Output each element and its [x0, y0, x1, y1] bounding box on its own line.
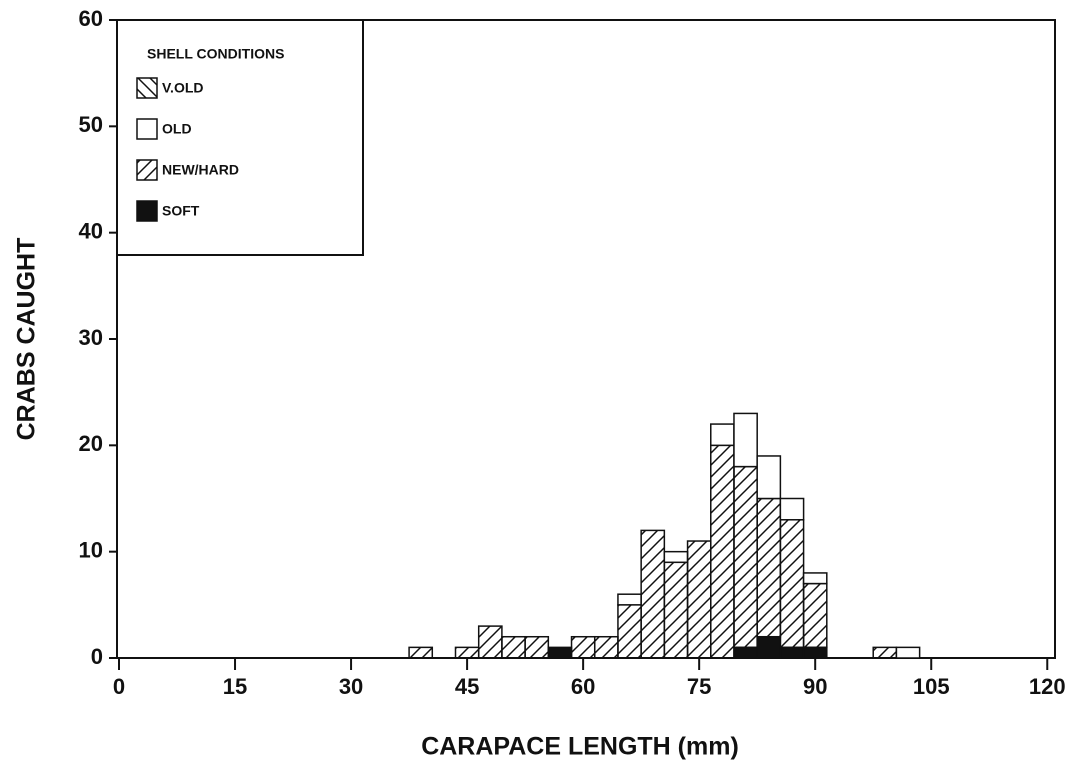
- legend-swatch: [136, 159, 158, 181]
- bar-segment: [617, 604, 642, 659]
- bar-segment: [686, 540, 712, 659]
- bar-segment: [756, 455, 782, 500]
- x-axis-label: CARAPACE LENGTH (mm): [421, 733, 739, 761]
- legend-title: SHELL CONDITIONS: [147, 46, 284, 62]
- bar-segment: [593, 635, 619, 659]
- bar-segment: [547, 646, 573, 659]
- x-tick-label: 45: [455, 674, 479, 699]
- legend-label: SOFT: [162, 203, 200, 219]
- bar-segment: [663, 550, 689, 564]
- bar-segment: [756, 635, 782, 659]
- y-tick-label: 20: [79, 431, 103, 456]
- y-tick-label: 0: [91, 644, 103, 669]
- x-tick-label: 120: [1029, 674, 1066, 699]
- legend-box: [116, 19, 364, 256]
- bar-segment: [802, 582, 828, 649]
- legend-swatch: [136, 200, 158, 222]
- bar-segment: [779, 497, 805, 521]
- x-tick-label: 90: [803, 674, 827, 699]
- bar-segment: [663, 561, 689, 659]
- legend-swatch: [136, 77, 158, 99]
- x-tick-label: 15: [223, 674, 247, 699]
- legend-label: V.OLD: [162, 80, 204, 96]
- bar-segment: [640, 529, 666, 659]
- bar-segment: [733, 465, 758, 649]
- bar-segment: [802, 572, 828, 585]
- x-tick-label: 60: [571, 674, 595, 699]
- bar-segment: [872, 646, 898, 659]
- bar-segment: [779, 646, 805, 659]
- bar-segment: [524, 635, 550, 659]
- y-tick-label: 50: [79, 112, 103, 137]
- bar-segment: [570, 635, 596, 659]
- x-tick-label: 105: [913, 674, 950, 699]
- bar-segment: [408, 646, 434, 659]
- bar-segment: [710, 444, 735, 659]
- bar-segment: [895, 646, 921, 659]
- bar-segment: [756, 497, 782, 638]
- legend-swatch: [136, 118, 158, 140]
- bar-segment: [733, 412, 758, 468]
- y-axis-label: CRABS CAUGHT: [13, 238, 41, 441]
- bar-segment: [454, 646, 480, 659]
- legend-label: NEW/HARD: [162, 162, 239, 178]
- bar-segment: [501, 635, 526, 659]
- y-tick-label: 10: [79, 537, 103, 562]
- bar-segment: [617, 593, 642, 606]
- bar-segment: [802, 646, 828, 659]
- bar-segment: [733, 646, 758, 659]
- y-tick-label: 60: [79, 6, 103, 31]
- y-tick-label: 30: [79, 325, 103, 350]
- x-tick-label: 0: [113, 674, 125, 699]
- bar-segment: [710, 423, 735, 447]
- legend-label: OLD: [162, 121, 192, 137]
- bar-segment: [477, 625, 503, 659]
- x-tick-label: 75: [687, 674, 711, 699]
- bar-segment: [779, 519, 805, 649]
- y-tick-label: 40: [79, 218, 103, 243]
- x-tick-label: 30: [339, 674, 363, 699]
